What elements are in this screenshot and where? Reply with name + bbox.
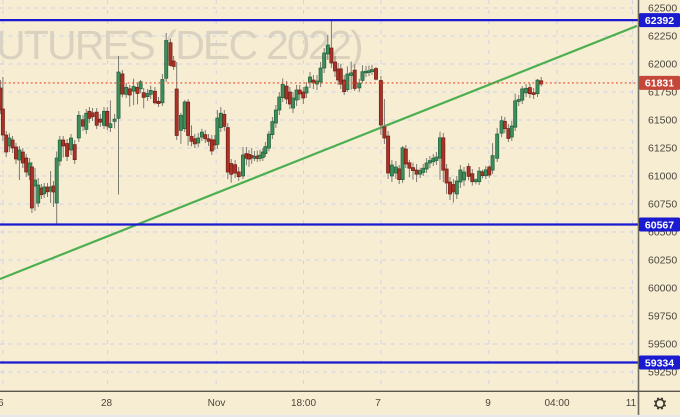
svg-text:62392: 62392 [645, 15, 674, 27]
svg-text:11: 11 [626, 398, 637, 409]
svg-text:62250: 62250 [648, 31, 677, 43]
svg-text:61250: 61250 [648, 143, 677, 155]
svg-text:7: 7 [375, 398, 381, 409]
svg-text:60750: 60750 [648, 199, 677, 211]
svg-text:61500: 61500 [648, 115, 677, 127]
svg-text:60250: 60250 [648, 255, 677, 267]
svg-text:59750: 59750 [648, 311, 677, 323]
svg-text:18:00: 18:00 [291, 398, 316, 409]
svg-text:60000: 60000 [648, 283, 677, 295]
svg-text:60567: 60567 [645, 219, 674, 231]
svg-text:62000: 62000 [648, 59, 677, 71]
svg-text:62500: 62500 [648, 3, 677, 15]
svg-text:59500: 59500 [648, 339, 677, 351]
svg-text:61831: 61831 [645, 78, 674, 90]
svg-text:Nov: Nov [208, 398, 226, 409]
svg-text:6: 6 [0, 398, 4, 409]
svg-text:59334: 59334 [645, 357, 674, 369]
svg-text:61000: 61000 [648, 171, 677, 183]
svg-text:UTURES (DEC 2022): UTURES (DEC 2022) [0, 22, 362, 68]
svg-text:28: 28 [101, 398, 113, 409]
svg-text:04:00: 04:00 [544, 398, 569, 409]
svg-text:9: 9 [485, 398, 491, 409]
